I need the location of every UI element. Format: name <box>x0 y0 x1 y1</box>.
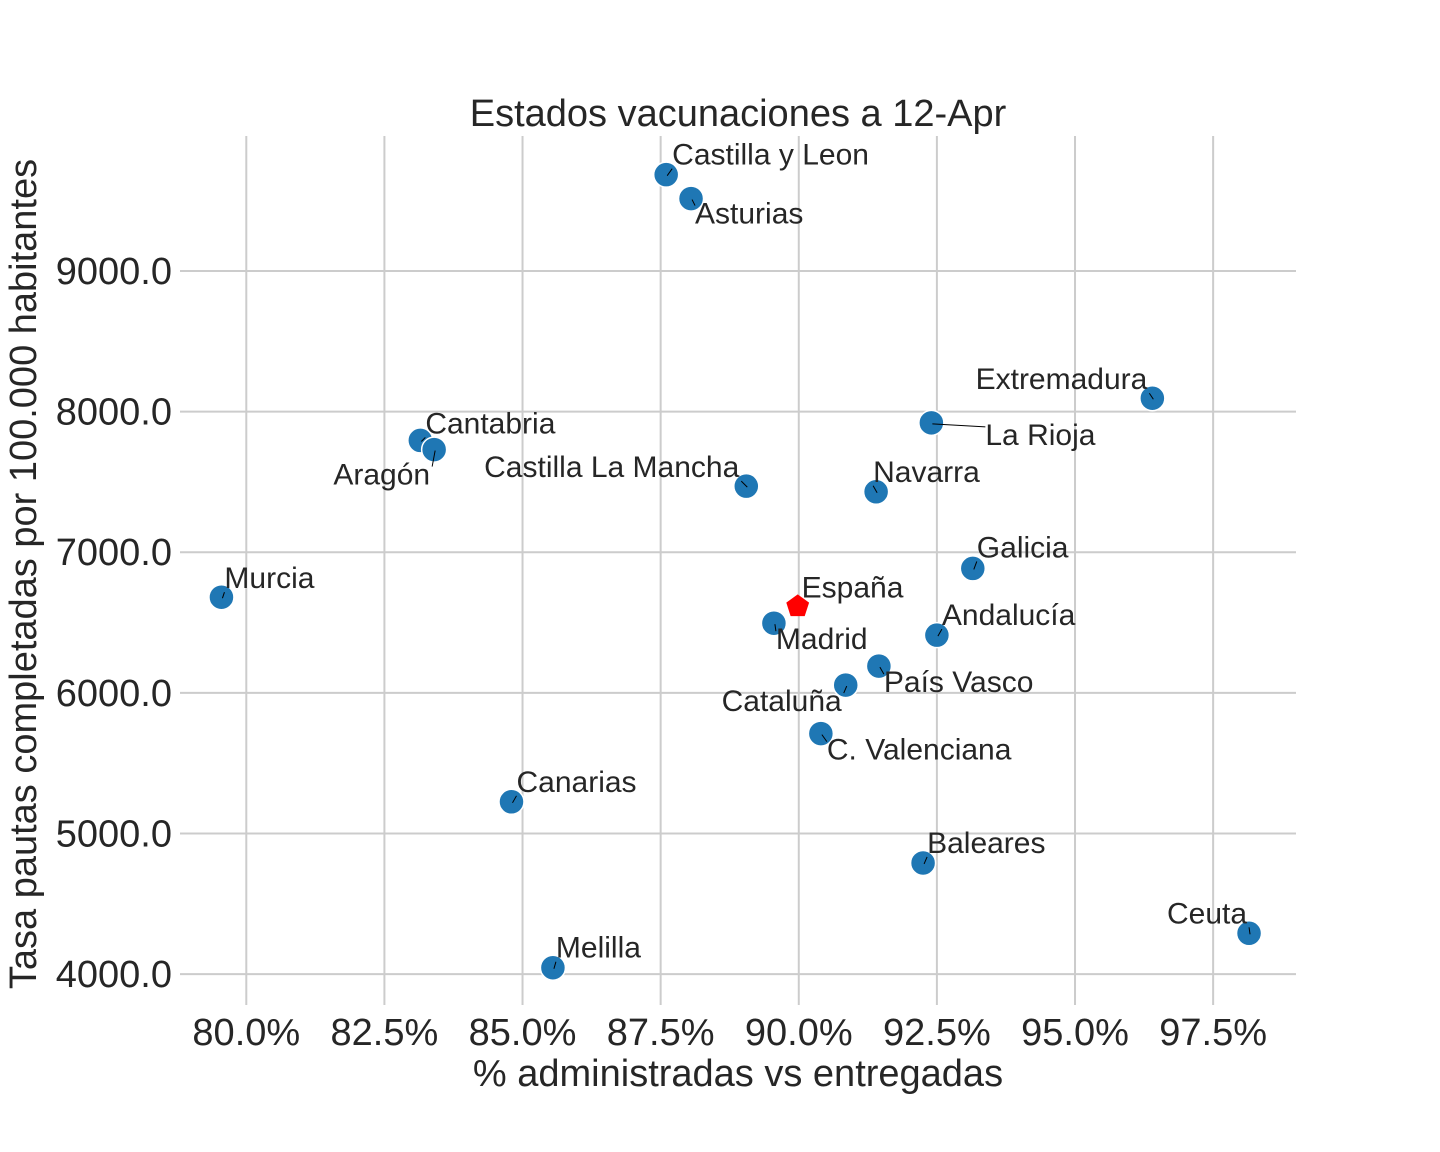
scatter-point <box>923 621 951 649</box>
point-label: Extremadura <box>976 363 1148 396</box>
label-leader <box>512 795 517 804</box>
chart-title: Estados vacunaciones a 12-Apr <box>470 93 1007 135</box>
label-leader <box>843 685 848 694</box>
y-tick-label: 4000.0 <box>56 954 172 996</box>
label-leader <box>973 561 978 570</box>
x-tick-label: 95.0% <box>1021 1012 1129 1054</box>
data-points <box>208 161 1263 981</box>
y-tick-label: 7000.0 <box>56 532 172 574</box>
label-leader <box>1248 927 1251 935</box>
label-leader <box>666 168 673 176</box>
point-label: Cataluña <box>722 685 842 718</box>
point-label: Castilla y Leon <box>672 139 869 172</box>
point-label: Melilla <box>556 932 641 965</box>
scatter-point <box>959 555 987 582</box>
label-leader <box>431 450 436 467</box>
grid <box>180 136 1296 1005</box>
label-leader <box>420 437 426 442</box>
point-label: Castilla La Mancha <box>484 451 739 484</box>
point-label: Canarias <box>516 766 636 799</box>
point-label: Aragón <box>333 459 430 492</box>
x-axis-label: % administradas vs entregadas <box>473 1053 1003 1095</box>
label-leader-lines <box>221 168 1251 969</box>
label-leader <box>937 628 943 637</box>
label-leader <box>553 961 557 969</box>
scatter-point <box>1235 920 1263 947</box>
point-label: Cantabria <box>425 407 555 440</box>
espana-marker <box>786 594 810 617</box>
scatter-point <box>677 185 705 212</box>
label-leader <box>1148 392 1154 400</box>
point-label: Ceuta <box>1167 897 1247 930</box>
point-label: Madrid <box>776 623 868 656</box>
point-label: Navarra <box>873 456 980 489</box>
point-label: Murcia <box>224 562 314 595</box>
y-tick-label: 8000.0 <box>56 392 172 434</box>
scatter-point <box>420 436 448 463</box>
x-tick-label: 87.5% <box>607 1012 715 1054</box>
label-leader <box>740 480 748 488</box>
y-tick-label: 5000.0 <box>56 813 172 855</box>
y-tick-label: 9000.0 <box>56 251 172 293</box>
scatter-point <box>909 849 937 877</box>
label-leader <box>691 199 696 206</box>
x-tick-label: 85.0% <box>469 1012 577 1054</box>
label-leader <box>879 666 885 675</box>
label-leader <box>872 485 878 494</box>
scatter-point <box>918 409 945 437</box>
espana-label: España <box>802 571 904 604</box>
label-leader <box>221 592 225 599</box>
point-labels: Castilla y Leon Asturias Extremadura La Rio… <box>224 139 1247 965</box>
x-tick-label: 92.5% <box>883 1012 991 1054</box>
scatter-point <box>498 788 525 816</box>
label-leader <box>932 423 986 428</box>
x-tick-label: 97.5% <box>1159 1012 1267 1054</box>
label-leader <box>923 856 928 865</box>
x-tick-label: 90.0% <box>745 1012 853 1054</box>
point-label: Galicia <box>977 531 1069 564</box>
point-label: La Rioja <box>985 419 1095 452</box>
scatter-point <box>865 652 893 680</box>
x-tick-labels: 80.0% 82.5% 85.0% 87.5% 90.0% 92.5% 95.0% 97.5% <box>192 1012 1267 1054</box>
scatter-point <box>208 583 235 611</box>
x-tick-label: 80.0% <box>192 1012 300 1054</box>
scatter-point <box>807 720 835 747</box>
point-label: C. Valenciana <box>827 734 1012 767</box>
label-leader <box>821 734 828 742</box>
scatter-point <box>760 609 788 637</box>
label-leader <box>774 624 777 632</box>
point-label: País Vasco <box>884 666 1034 699</box>
y-axis-label: Tasa pautas completadas por 100.000 habi… <box>3 159 45 989</box>
y-tick-labels: 4000.0 5000.0 6000.0 7000.0 8000.0 9000.0 <box>56 251 172 996</box>
point-label: Baleares <box>927 827 1045 860</box>
y-tick-label: 6000.0 <box>56 673 172 715</box>
scatter-point <box>832 671 859 699</box>
point-label: Asturias <box>695 198 803 231</box>
point-label: Andalucía <box>942 599 1076 632</box>
scatter-point <box>652 161 680 188</box>
x-tick-label: 82.5% <box>331 1012 439 1054</box>
scatter-point <box>539 954 567 981</box>
